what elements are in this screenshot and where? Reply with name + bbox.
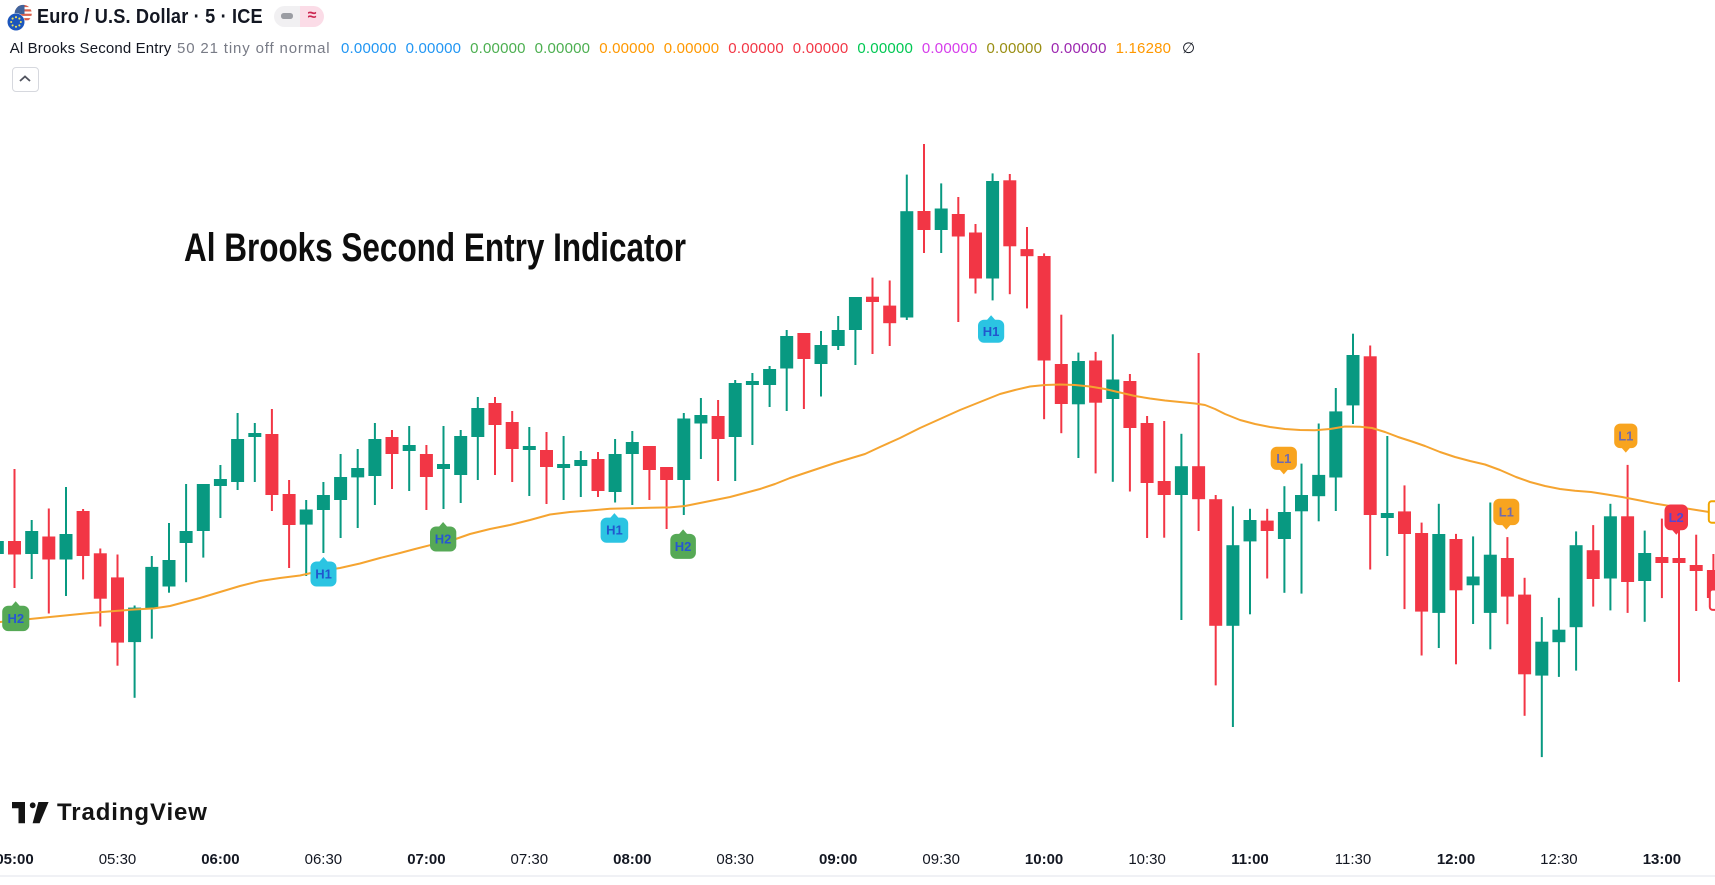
svg-text:H2: H2 bbox=[435, 532, 452, 547]
svg-text:L1: L1 bbox=[1499, 504, 1514, 519]
svg-text:L2: L2 bbox=[1669, 510, 1684, 525]
svg-text:L1: L1 bbox=[1276, 451, 1291, 466]
svg-text:H2: H2 bbox=[7, 611, 24, 626]
svg-text:H2: H2 bbox=[675, 539, 692, 554]
svg-text:H1: H1 bbox=[606, 523, 623, 538]
svg-text:H1: H1 bbox=[315, 567, 332, 582]
svg-text:L1: L1 bbox=[1618, 428, 1633, 443]
svg-text:H1: H1 bbox=[983, 324, 1000, 339]
